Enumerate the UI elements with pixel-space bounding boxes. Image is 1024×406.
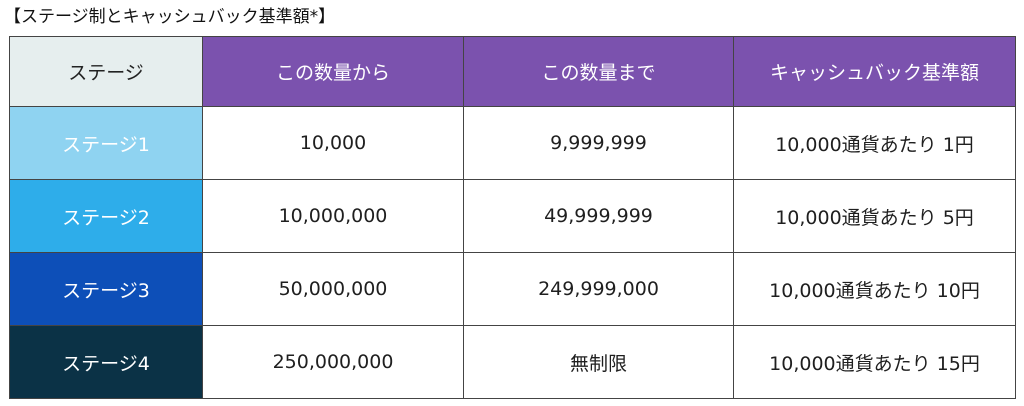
stage-label: ステージ1 [9,106,203,180]
stage-label: ステージ2 [9,179,203,253]
to-quantity-cell: 無制限 [463,325,734,399]
from-quantity-cell: 10,000 [202,106,464,180]
to-quantity-cell: 249,999,000 [463,252,734,326]
cashback-cell: 10,000通貨あたり 5円 [733,179,1016,253]
table-row: ステージ2 10,000,000 49,999,999 10,000通貨あたり … [9,179,1016,253]
cashback-cell: 10,000通貨あたり 10円 [733,252,1016,326]
stage-label: ステージ4 [9,325,203,399]
stage-label: ステージ3 [9,252,203,326]
to-quantity-cell: 9,999,999 [463,106,734,180]
cashback-cell: 10,000通貨あたり 1円 [733,106,1016,180]
header-stage: ステージ [9,36,203,107]
header-row: ステージ この数量から この数量まで キャッシュバック基準額 [9,36,1016,107]
header-from-quantity: この数量から [202,36,464,107]
table-row: ステージ1 10,000 9,999,999 10,000通貨あたり 1円 [9,106,1016,180]
table-row: ステージ3 50,000,000 249,999,000 10,000通貨あたり… [9,252,1016,326]
header-to-quantity: この数量まで [463,36,734,107]
from-quantity-cell: 250,000,000 [202,325,464,399]
header-cashback-base: キャッシュバック基準額 [733,36,1016,107]
cashback-cell: 10,000通貨あたり 15円 [733,325,1016,399]
cashback-stage-table: ステージ この数量から この数量まで キャッシュバック基準額 ステージ1 10,… [9,36,1016,399]
from-quantity-cell: 50,000,000 [202,252,464,326]
table-row: ステージ4 250,000,000 無制限 10,000通貨あたり 15円 [9,325,1016,399]
from-quantity-cell: 10,000,000 [202,179,464,253]
table-title: 【ステージ制とキャッシュバック基準額*】 [4,7,336,27]
to-quantity-cell: 49,999,999 [463,179,734,253]
